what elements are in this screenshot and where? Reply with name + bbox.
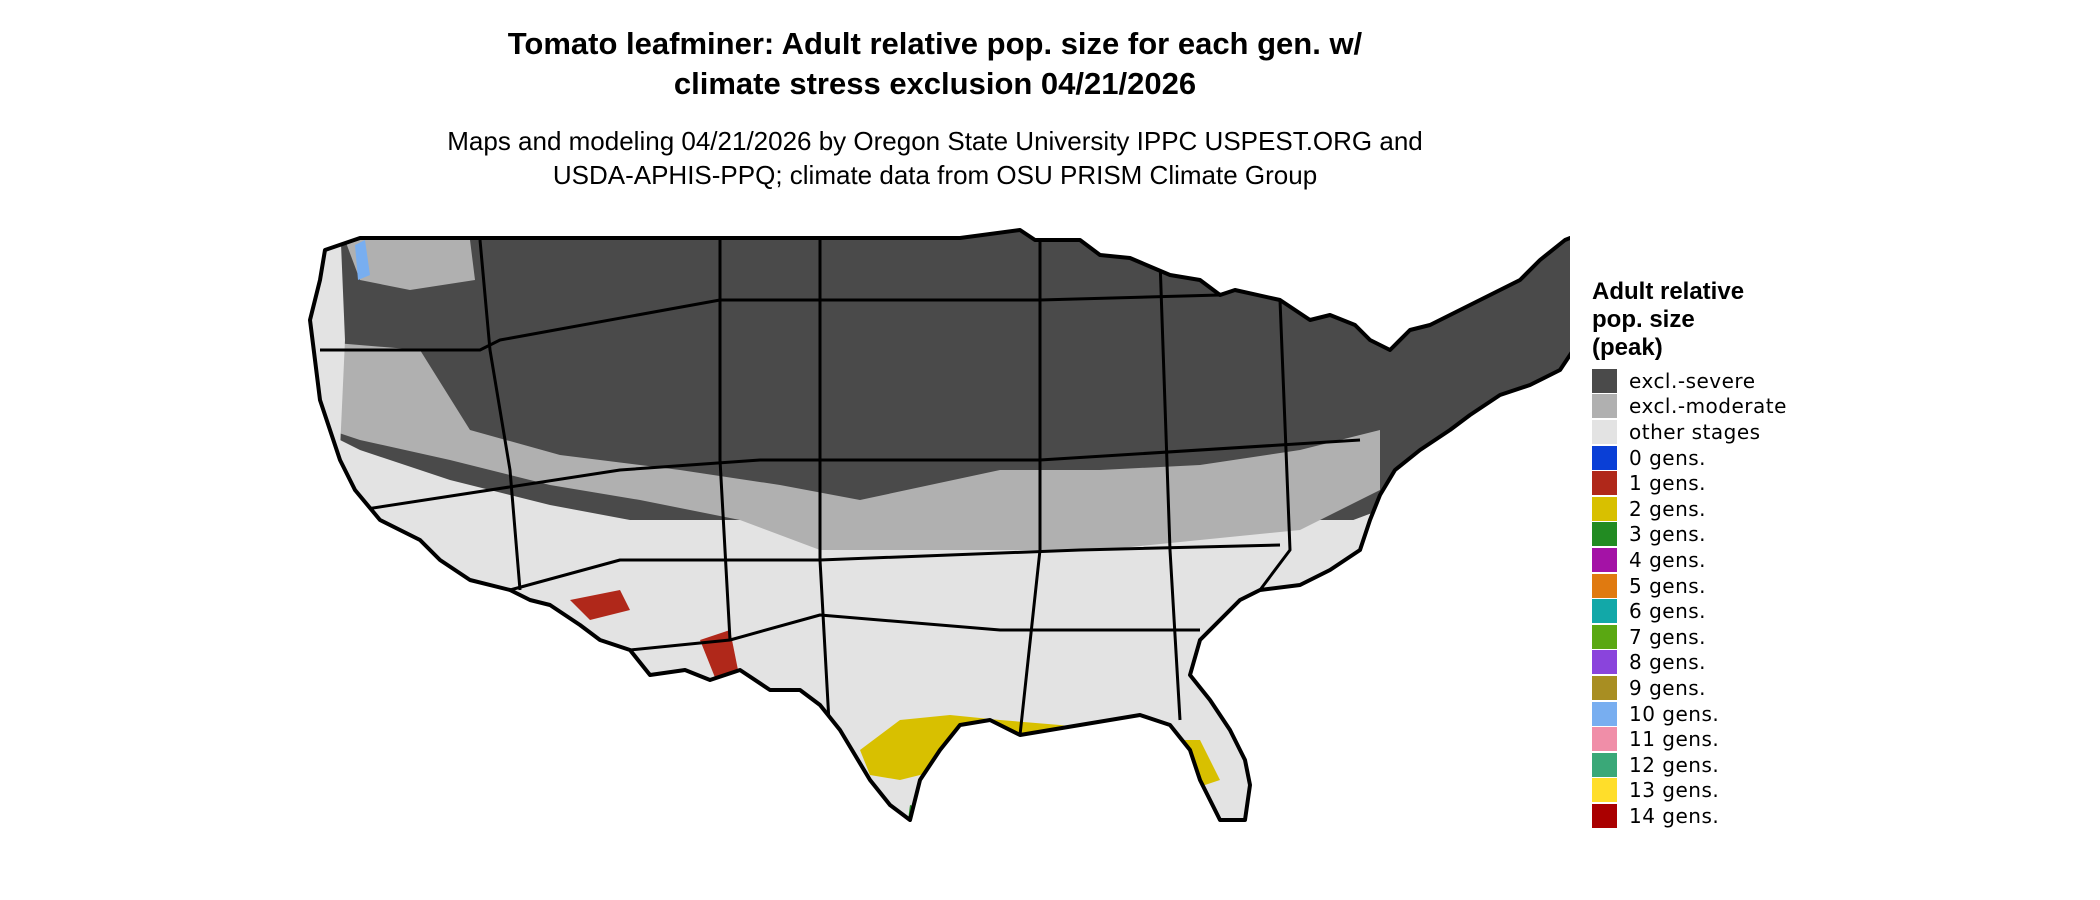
legend-swatch [1592,650,1617,675]
legend-item: 10 gens. [1592,701,1787,727]
legend-label: 10 gens. [1629,701,1720,726]
legend: Adult relative pop. size (peak) excl.-se… [1592,278,1787,829]
legend-label: 6 gens. [1629,599,1707,624]
legend-swatch [1592,547,1617,572]
legend-label: 2 gens. [1629,496,1707,521]
legend-swatch [1592,599,1617,624]
legend-item: 6 gens. [1592,598,1787,624]
border-meridian-6 [1258,299,1292,591]
legend-label: 1 gens. [1629,471,1707,496]
legend-item: excl.-severe [1592,368,1787,394]
legend-label: 9 gens. [1629,675,1707,700]
legend-label: 14 gens. [1629,803,1720,828]
legend-item: 11 gens. [1592,726,1787,752]
legend-swatch [1592,573,1617,598]
map-subtitle-line-1: Maps and modeling 04/21/2026 by Oregon S… [447,126,1423,156]
legend-label: excl.-moderate [1629,394,1787,419]
legend-items: excl.-severe excl.-moderate other stages 0 … [1592,368,1787,829]
legend-label: 7 gens. [1629,624,1707,649]
legend-label: other stages [1629,419,1761,444]
legend-label: excl.-severe [1629,368,1756,393]
legend-title: Adult relative pop. size (peak) [1592,278,1787,362]
border-meridian-3 [818,238,832,741]
legend-label: 3 gens. [1629,522,1707,547]
legend-swatch [1592,624,1617,649]
legend-swatch [1592,496,1617,521]
zone-washington-10-gens [355,240,370,280]
legend-title-line-2: pop. size [1592,306,1695,333]
legend-label: 4 gens. [1629,547,1707,572]
zone-excl-moderate-band [310,340,1380,550]
border-west-row [320,293,1221,352]
legend-label: 5 gens. [1629,573,1707,598]
title-block: Tomato leafminer: Adult relative pop. si… [0,24,1870,192]
border-meridian-2 [718,238,732,641]
legend-swatch [1592,368,1617,393]
legend-swatch [1592,778,1617,803]
legend-swatch [1592,394,1617,419]
legend-swatch [1592,752,1617,777]
legend-swatch [1592,675,1617,700]
legend-item: excl.-moderate [1592,394,1787,420]
legend-item: 14 gens. [1592,803,1787,829]
map-title-line-2: climate stress exclusion 04/21/2026 [673,66,1197,101]
zone-southwest-2-gens [410,660,500,700]
legend-swatch [1592,522,1617,547]
state-borders [320,238,1361,741]
legend-title-line-1: Adult relative [1592,278,1745,305]
legend-item: 1 gens. [1592,470,1787,496]
legend-item: 9 gens. [1592,675,1787,701]
legend-item: 3 gens. [1592,522,1787,548]
border-meridian-1 [478,239,522,591]
map-title: Tomato leafminer: Adult relative pop. si… [0,24,1870,104]
legend-swatch [1592,419,1617,444]
zone-washington-moderate [345,240,475,290]
legend-item: 2 gens. [1592,496,1787,522]
legend-label: 12 gens. [1629,752,1720,777]
border-meridian-4 [1018,238,1042,736]
legend-label: 13 gens. [1629,778,1720,803]
legend-label: 0 gens. [1629,445,1707,470]
zone-arizona-1-gens [570,590,630,620]
legend-item: 5 gens. [1592,573,1787,599]
map-subtitle-line-2: USDA-APHIS-PPQ; climate data from OSU PR… [552,160,1318,190]
legend-swatch [1592,803,1617,828]
legend-item: 8 gens. [1592,650,1787,676]
legend-item: 4 gens. [1592,547,1787,573]
legend-item: 0 gens. [1592,445,1787,471]
map-title-line-1: Tomato leafminer: Adult relative pop. si… [507,26,1363,61]
legend-item: 13 gens. [1592,778,1787,804]
us-map [308,228,1570,822]
legend-label: 8 gens. [1629,650,1707,675]
zone-arizona-2-gens [530,660,620,710]
legend-swatch [1592,471,1617,496]
border-meridian-5 [1158,259,1182,721]
border-central-row [359,438,1361,512]
legend-swatch [1592,727,1617,752]
map-subtitle: Maps and modeling 04/21/2026 by Oregon S… [0,124,1870,192]
legend-item: 12 gens. [1592,752,1787,778]
legend-swatch [1592,445,1617,470]
legend-item: 7 gens. [1592,624,1787,650]
border-lower-row [629,613,1200,652]
legend-swatch [1592,701,1617,726]
legend-label: 11 gens. [1629,727,1720,752]
legend-title-line-3: (peak) [1592,334,1663,361]
legend-item: other stages [1592,419,1787,445]
